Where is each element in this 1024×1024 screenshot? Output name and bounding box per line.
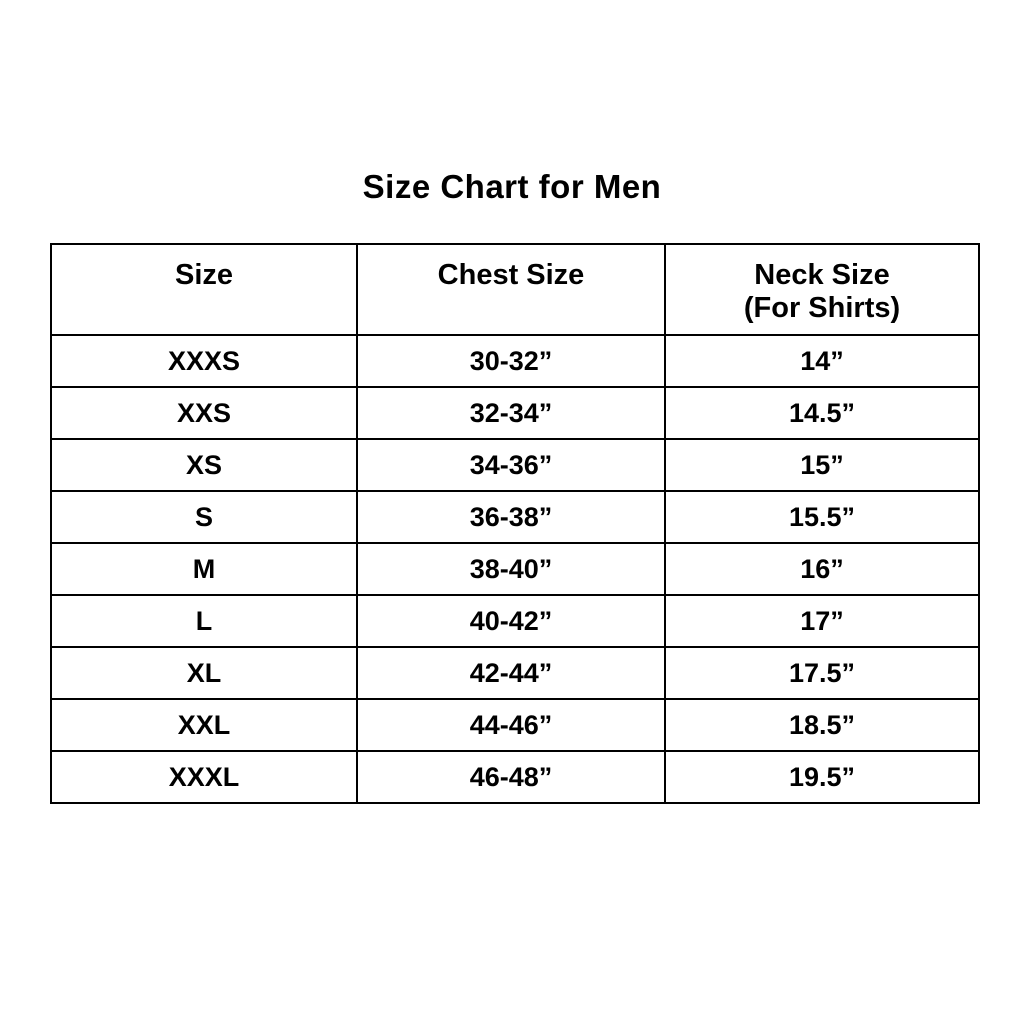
size-cell: XXXL	[50, 750, 358, 804]
neck-cell: 14”	[664, 334, 980, 388]
neck-cell: 15”	[664, 438, 980, 492]
neck-cell: 18.5”	[664, 698, 980, 752]
size-cell: M	[50, 542, 358, 596]
table-row: XS 34-36” 15”	[50, 438, 980, 492]
page-title: Size Chart for Men	[362, 168, 662, 205]
chest-cell: 44-46”	[356, 698, 666, 752]
table-row: XXXS 30-32” 14”	[50, 334, 980, 388]
size-cell: L	[50, 594, 358, 648]
table-row: L 40-42” 17”	[50, 594, 980, 648]
column-header-size: Size	[50, 243, 358, 336]
column-header-neck: Neck Size (For Shirts)	[664, 243, 980, 336]
neck-cell: 16”	[664, 542, 980, 596]
table-row: XXL 44-46” 18.5”	[50, 698, 980, 752]
size-cell: XXL	[50, 698, 358, 752]
chest-cell: 46-48”	[356, 750, 666, 804]
column-header-size-label: Size	[174, 259, 234, 291]
column-header-chest: Chest Size	[356, 243, 666, 336]
chest-cell: 38-40”	[356, 542, 666, 596]
chest-cell: 30-32”	[356, 334, 666, 388]
size-cell: XS	[50, 438, 358, 492]
table-row: XXXL 46-48” 19.5”	[50, 750, 980, 804]
header-row: Size Chest Size Neck Size (For Shirts)	[50, 243, 980, 336]
neck-cell: 15.5”	[664, 490, 980, 544]
neck-cell: 19.5”	[664, 750, 980, 804]
column-header-neck-label: Neck Size	[754, 259, 890, 291]
chest-cell: 32-34”	[356, 386, 666, 440]
chest-cell: 36-38”	[356, 490, 666, 544]
table-row: S 36-38” 15.5”	[50, 490, 980, 544]
table-row: M 38-40” 16”	[50, 542, 980, 596]
chest-cell: 40-42”	[356, 594, 666, 648]
chest-cell: 34-36”	[356, 438, 666, 492]
size-cell: XXS	[50, 386, 358, 440]
table-row: XXS 32-34” 14.5”	[50, 386, 980, 440]
chest-cell: 42-44”	[356, 646, 666, 700]
neck-cell: 17”	[664, 594, 980, 648]
neck-cell: 17.5”	[664, 646, 980, 700]
size-chart-table: Size Chest Size Neck Size (For Shirts) X…	[50, 243, 980, 804]
table-row: XL 42-44” 17.5”	[50, 646, 980, 700]
size-cell: XXXS	[50, 334, 358, 388]
size-cell: S	[50, 490, 358, 544]
neck-cell: 14.5”	[664, 386, 980, 440]
size-cell: XL	[50, 646, 358, 700]
column-header-neck-sublabel: (For Shirts)	[743, 292, 901, 324]
column-header-chest-label: Chest Size	[437, 259, 585, 291]
